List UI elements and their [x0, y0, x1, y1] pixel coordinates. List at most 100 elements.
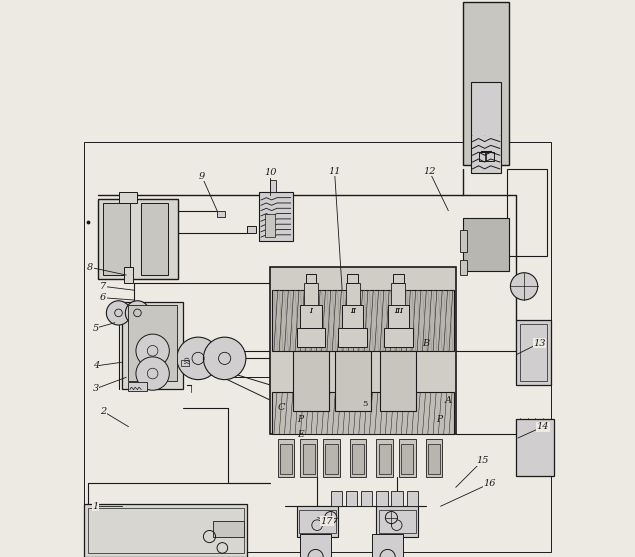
Bar — [338, 328, 367, 347]
Bar — [326, 444, 338, 475]
Bar — [248, 226, 257, 233]
Bar — [88, 508, 244, 553]
Bar — [377, 491, 387, 506]
Bar — [507, 169, 547, 256]
Bar — [391, 491, 403, 506]
Bar — [299, 510, 336, 532]
Bar — [393, 274, 403, 284]
Bar — [380, 351, 417, 412]
Bar — [331, 491, 342, 506]
Circle shape — [308, 549, 323, 557]
Text: III: III — [394, 306, 403, 315]
Circle shape — [511, 273, 538, 300]
Bar — [300, 534, 331, 557]
Bar — [128, 382, 147, 391]
Bar — [297, 506, 338, 536]
Text: 6: 6 — [100, 293, 107, 302]
Text: III: III — [394, 306, 403, 315]
Text: B: B — [422, 339, 429, 348]
Text: 9: 9 — [199, 172, 205, 181]
Bar — [124, 267, 133, 282]
Text: II: II — [350, 306, 356, 315]
Bar — [323, 439, 340, 477]
Bar — [128, 305, 177, 381]
Bar — [464, 2, 509, 165]
Text: I: I — [309, 306, 312, 315]
Bar — [300, 305, 322, 328]
Bar — [119, 192, 137, 203]
Bar — [377, 506, 418, 536]
Bar — [304, 282, 318, 305]
Bar — [479, 152, 494, 162]
Bar — [293, 351, 330, 412]
Bar — [428, 444, 440, 475]
Circle shape — [107, 301, 131, 325]
Text: 7: 7 — [100, 282, 107, 291]
Text: C: C — [277, 403, 285, 412]
Bar — [217, 211, 225, 217]
Circle shape — [380, 549, 395, 557]
Bar — [378, 444, 391, 475]
Text: 8: 8 — [88, 263, 93, 272]
Bar — [519, 324, 547, 381]
Circle shape — [203, 337, 246, 380]
Bar — [373, 534, 403, 557]
Bar — [123, 301, 183, 389]
Circle shape — [136, 357, 170, 390]
Bar — [352, 444, 364, 475]
Bar — [460, 260, 467, 275]
Circle shape — [385, 511, 398, 524]
Bar — [265, 214, 276, 237]
Circle shape — [136, 334, 170, 368]
Bar — [460, 229, 467, 252]
Bar — [406, 491, 418, 506]
Text: 14: 14 — [537, 422, 549, 431]
Text: 1: 1 — [93, 502, 99, 511]
Bar — [300, 439, 317, 477]
Bar — [464, 218, 509, 271]
Circle shape — [125, 301, 150, 325]
Bar — [98, 199, 178, 279]
Text: II: II — [350, 306, 356, 315]
Bar — [516, 419, 554, 476]
Circle shape — [177, 337, 219, 380]
Bar — [516, 320, 551, 385]
Text: P: P — [436, 414, 442, 423]
Bar — [347, 274, 358, 284]
Text: E: E — [297, 429, 304, 439]
Bar — [141, 203, 168, 275]
Text: 12: 12 — [423, 167, 436, 175]
Bar — [425, 439, 442, 477]
Bar — [303, 444, 315, 475]
Bar — [391, 282, 405, 305]
Text: 4: 4 — [93, 361, 99, 370]
Text: A: A — [444, 395, 451, 404]
Bar — [297, 328, 326, 347]
Bar — [401, 444, 413, 475]
Text: I: I — [309, 306, 312, 315]
Bar — [272, 290, 453, 351]
Bar — [346, 491, 358, 506]
Bar — [305, 274, 316, 284]
Bar — [84, 504, 248, 557]
Bar — [280, 444, 292, 475]
Text: 15: 15 — [476, 456, 488, 465]
Text: 3: 3 — [93, 384, 99, 393]
Bar — [350, 439, 366, 477]
Bar — [377, 439, 393, 477]
Bar — [361, 491, 373, 506]
Circle shape — [324, 511, 337, 524]
Bar — [335, 351, 371, 412]
Bar — [272, 393, 453, 434]
Text: 16: 16 — [484, 479, 496, 488]
Bar — [270, 267, 456, 434]
Bar — [342, 305, 363, 328]
Bar — [384, 328, 413, 347]
Text: 2: 2 — [100, 407, 107, 416]
Text: 11: 11 — [328, 167, 341, 175]
Bar — [378, 510, 416, 532]
Bar — [104, 203, 130, 275]
Bar — [471, 82, 502, 173]
Bar — [277, 439, 295, 477]
Bar — [270, 180, 276, 192]
